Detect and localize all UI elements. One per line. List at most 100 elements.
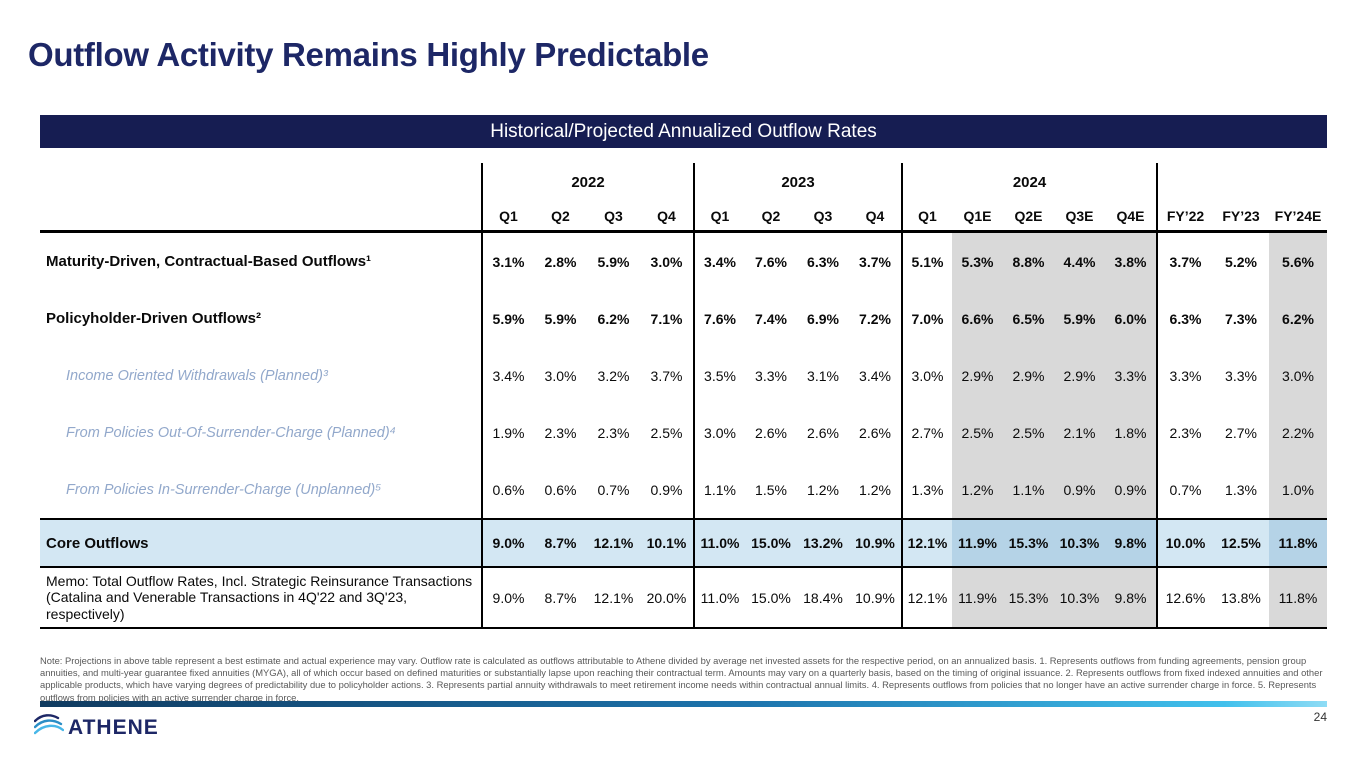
value-cell: 13.8%: [1213, 568, 1269, 629]
value-cell: 6.2%: [1269, 290, 1327, 347]
value-cell: 1.8%: [1105, 404, 1156, 461]
value-cell: 3.8%: [1105, 233, 1156, 290]
value-cell: 15.0%: [745, 568, 797, 629]
column-header-q1: Q1: [901, 201, 952, 233]
value-cell: 9.8%: [1105, 518, 1156, 568]
page-title: Outflow Activity Remains Highly Predicta…: [28, 36, 709, 73]
value-cell: 1.9%: [481, 404, 534, 461]
column-header-q3: Q3: [587, 201, 640, 233]
value-cell: 6.9%: [807, 310, 839, 327]
value-cell: 3.3%: [1105, 347, 1156, 404]
value-cell: 3.4%: [693, 233, 745, 290]
value-cell: 3.2%: [597, 367, 630, 384]
value-cell: 10.0%: [1156, 518, 1213, 568]
value-cell: 12.5%: [1213, 518, 1269, 568]
value-cell: 3.1%: [481, 233, 534, 290]
value-cell: 1.3%: [901, 461, 952, 518]
value-cell: 2.7%: [1225, 424, 1257, 441]
value-cell: 8.8%: [1003, 233, 1054, 290]
value-cell: 1.2%: [807, 481, 839, 498]
athene-wave-icon: [33, 712, 65, 743]
table-banner: Historical/Projected Annualized Outflow …: [40, 115, 1327, 148]
value-cell: 9.0%: [481, 518, 534, 568]
year-header-fy: [1156, 163, 1327, 201]
value-cell: 3.7%: [1156, 233, 1213, 290]
value-cell: 6.3%: [1156, 290, 1213, 347]
value-cell: 7.0%: [901, 290, 952, 347]
value-cell: 3.0%: [650, 253, 683, 270]
footnote-text: Note: Projections in above table represe…: [40, 655, 1323, 703]
column-header-q4e: Q4E: [1105, 201, 1156, 233]
value-cell: 2.9%: [952, 347, 1003, 404]
value-cell: 15.0%: [745, 518, 797, 568]
value-cell: 9.8%: [1105, 568, 1156, 629]
column-header-q1e: Q1E: [952, 201, 1003, 233]
value-cell: 5.9%: [481, 290, 534, 347]
athene-wordmark: ATHENE: [68, 715, 159, 739]
value-cell: 1.5%: [755, 481, 787, 498]
value-cell: 0.7%: [597, 481, 630, 498]
value-cell: 6.5%: [1003, 290, 1054, 347]
column-header-spacer: [40, 201, 481, 233]
value-cell: 6.3%: [807, 253, 839, 270]
value-cell: 10.1%: [640, 518, 693, 568]
year-header-2023: 2023: [693, 163, 901, 201]
value-cell: 2.6%: [755, 424, 787, 441]
value-cell: 3.4%: [859, 367, 891, 384]
value-cell: 3.3%: [1156, 347, 1213, 404]
value-cell: 7.1%: [650, 310, 683, 327]
value-cell: 1.2%: [952, 461, 1003, 518]
row-label-core: Core Outflows: [40, 518, 481, 568]
value-cell: 3.7%: [859, 253, 891, 270]
value-cell: 5.6%: [1269, 233, 1327, 290]
value-cell: 5.9%: [544, 310, 577, 327]
value-cell: 2.3%: [1156, 404, 1213, 461]
value-cell: 7.6%: [693, 290, 745, 347]
value-cell: 2.9%: [1003, 347, 1054, 404]
value-cell: 11.8%: [1269, 568, 1327, 629]
value-cell: 3.0%: [693, 404, 745, 461]
value-cell: 1.3%: [1225, 481, 1257, 498]
column-header-fy24e: FY’24E: [1269, 201, 1327, 233]
value-cell: 3.7%: [650, 367, 683, 384]
table-banner-label: Historical/Projected Annualized Outflow …: [490, 120, 877, 142]
row-label-sub: From Policies Out-Of-Surrender-Charge (P…: [66, 424, 396, 441]
value-cell: 0.6%: [544, 481, 577, 498]
value-cell: 12.1%: [587, 518, 640, 568]
value-cell: 6.6%: [952, 290, 1003, 347]
value-cell: 5.2%: [1225, 253, 1257, 270]
value-cell: 7.2%: [859, 310, 891, 327]
row-label-main: Policyholder-Driven Outflows²: [46, 310, 262, 327]
row-label-memo: Memo: Total Outflow Rates, Incl. Strateg…: [40, 568, 481, 629]
value-cell: 7.3%: [1225, 310, 1257, 327]
value-cell: 12.6%: [1156, 568, 1213, 629]
value-cell: 7.4%: [755, 310, 787, 327]
value-cell: 2.6%: [859, 424, 891, 441]
value-cell: 3.4%: [481, 347, 534, 404]
value-cell: 12.1%: [901, 518, 952, 568]
value-cell: 2.8%: [544, 253, 577, 270]
row-label-main: Maturity-Driven, Contractual-Based Outfl…: [46, 253, 372, 270]
value-cell: 2.2%: [1269, 404, 1327, 461]
value-cell: 3.1%: [807, 367, 839, 384]
value-cell: 8.7%: [534, 568, 587, 629]
value-cell: 1.0%: [1269, 461, 1327, 518]
value-cell: 5.9%: [597, 253, 630, 270]
value-cell: 7.6%: [755, 253, 787, 270]
year-header-2024: 2024: [901, 163, 1156, 201]
column-header-q3e: Q3E: [1054, 201, 1105, 233]
value-cell: 4.4%: [1054, 233, 1105, 290]
value-cell: 1.2%: [859, 481, 891, 498]
value-cell: 5.3%: [952, 233, 1003, 290]
value-cell: 3.3%: [1225, 367, 1257, 384]
year-header-2022: 2022: [481, 163, 693, 201]
divider-gradient-bar: [40, 701, 1327, 707]
value-cell: 13.2%: [797, 518, 849, 568]
value-cell: 2.9%: [1054, 347, 1105, 404]
value-cell: 2.3%: [544, 424, 577, 441]
value-cell: 11.8%: [1269, 518, 1327, 568]
value-cell: 2.5%: [1003, 404, 1054, 461]
value-cell: 11.9%: [952, 568, 1003, 629]
value-cell: 3.0%: [1269, 347, 1327, 404]
